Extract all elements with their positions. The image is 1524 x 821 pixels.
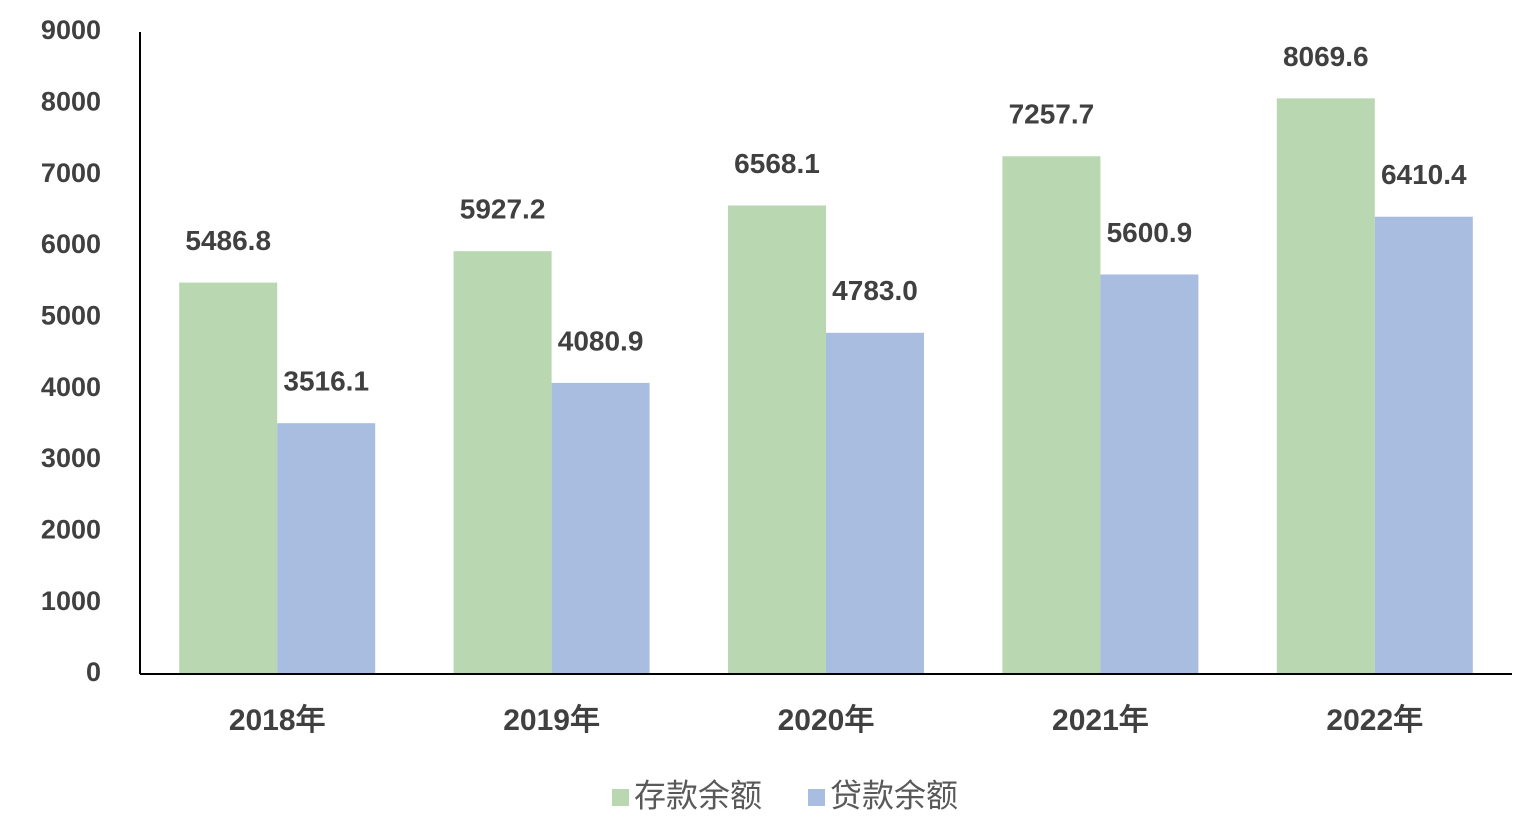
value-label: 5600.9 xyxy=(1107,217,1193,248)
bar xyxy=(1374,216,1473,674)
value-label: 5927.2 xyxy=(460,194,546,225)
y-tick-label: 2000 xyxy=(41,514,101,544)
bar xyxy=(1100,274,1199,674)
bar xyxy=(728,205,826,675)
y-tick-label: 1000 xyxy=(41,586,101,616)
x-tick-label: 2019年 xyxy=(503,704,600,737)
y-tick-label: 7000 xyxy=(41,158,101,188)
value-label: 7257.7 xyxy=(1009,99,1095,130)
value-label: 6410.4 xyxy=(1381,159,1467,190)
bar xyxy=(826,332,924,674)
value-label: 8069.6 xyxy=(1283,41,1369,72)
value-label: 4783.0 xyxy=(832,275,918,306)
y-tick-label: 8000 xyxy=(41,86,101,116)
value-label: 5486.8 xyxy=(185,225,271,256)
bar xyxy=(551,382,650,674)
y-tick-label: 3000 xyxy=(41,443,101,473)
bar xyxy=(179,282,278,674)
y-tick-label: 9000 xyxy=(41,15,101,45)
y-tick-label: 4000 xyxy=(41,372,101,402)
bar xyxy=(1276,98,1375,674)
bar xyxy=(453,251,552,675)
y-tick-label: 0 xyxy=(86,657,101,687)
y-tick-label: 6000 xyxy=(41,229,101,259)
bar xyxy=(277,423,376,674)
value-label: 6568.1 xyxy=(734,148,820,179)
x-tick-label: 2018年 xyxy=(229,704,326,737)
value-label: 4080.9 xyxy=(558,325,644,356)
x-tick-label: 2021年 xyxy=(1052,704,1149,737)
legend-label: 存款余额 xyxy=(634,777,762,813)
value-label: 3516.1 xyxy=(283,366,369,397)
legend-swatch xyxy=(808,789,825,806)
x-tick-label: 2022年 xyxy=(1326,704,1423,737)
x-tick-label: 2020年 xyxy=(778,704,875,737)
bar xyxy=(1002,156,1101,675)
y-tick-label: 5000 xyxy=(41,300,101,330)
legend-label: 贷款余额 xyxy=(830,777,958,813)
legend-swatch xyxy=(612,789,629,806)
